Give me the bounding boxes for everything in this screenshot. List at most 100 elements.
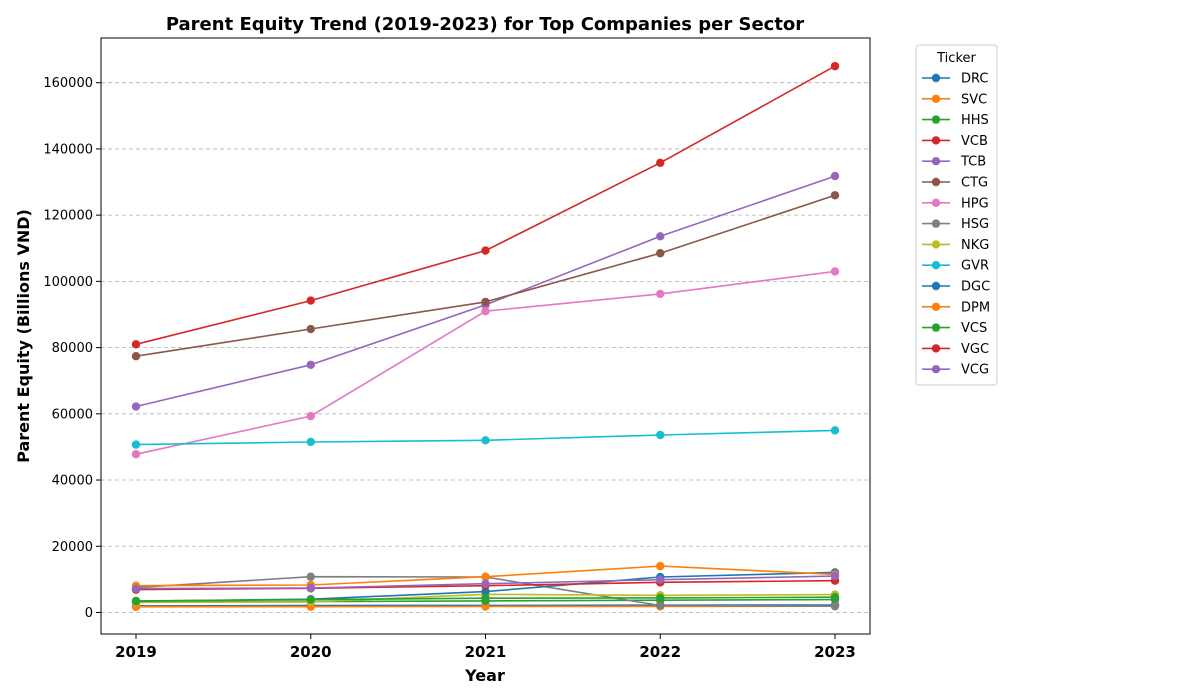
data-point-gvr bbox=[830, 426, 840, 435]
data-point-ctg bbox=[656, 249, 665, 258]
legend-marker-swatch bbox=[931, 365, 941, 374]
legend-label: VCB bbox=[961, 134, 988, 149]
data-point-vcg bbox=[656, 575, 665, 584]
x-axis-label: Year bbox=[464, 666, 505, 685]
data-point-dpm bbox=[656, 561, 665, 571]
legend-label: DPM bbox=[961, 300, 990, 315]
data-point-vcg bbox=[830, 571, 840, 581]
y-tick-label: 0 bbox=[85, 606, 93, 621]
legend-label: DGC bbox=[961, 280, 990, 295]
legend-item-drc: DRC bbox=[922, 72, 988, 87]
legend-marker-swatch bbox=[931, 157, 941, 166]
data-point-vcg bbox=[306, 583, 315, 593]
legend-item-nkg: NKG bbox=[922, 238, 989, 253]
data-point-vcb bbox=[656, 158, 665, 168]
x-tick-label: 2020 bbox=[290, 643, 332, 661]
legend-label: TCB bbox=[960, 155, 986, 170]
data-point-vcb bbox=[481, 246, 490, 255]
data-point-hpg bbox=[306, 411, 315, 421]
legend: Ticker DRC SVC HHS VCB TCB CTG HPG HSG NKG GVR DGC… bbox=[915, 44, 998, 386]
x-tick-label: 2023 bbox=[814, 643, 856, 661]
legend-label: VCG bbox=[961, 363, 989, 378]
y-tick-label: 60000 bbox=[52, 407, 93, 422]
data-point-ctg bbox=[306, 324, 315, 334]
series-gvr bbox=[131, 426, 840, 449]
legend-marker-swatch bbox=[931, 344, 941, 353]
data-point-gvr bbox=[481, 436, 490, 445]
y-axis-label: Parent Equity (Billions VND) bbox=[14, 209, 33, 463]
legend-marker-swatch bbox=[931, 323, 941, 332]
x-tick-label: 2019 bbox=[115, 643, 157, 661]
legend-marker-swatch bbox=[931, 281, 941, 291]
data-point-ctg bbox=[830, 191, 840, 200]
legend-marker-swatch bbox=[931, 240, 941, 249]
legend-item-tcb: TCB bbox=[922, 155, 986, 170]
series-tcb bbox=[131, 171, 840, 411]
legend-marker-swatch bbox=[931, 94, 941, 104]
data-point-gvr bbox=[306, 437, 315, 447]
legend-label: SVC bbox=[961, 92, 987, 107]
legend-marker-swatch bbox=[931, 73, 941, 83]
data-point-vcb bbox=[306, 296, 315, 305]
legend-label: GVR bbox=[961, 259, 989, 274]
data-point-gvr bbox=[656, 430, 665, 440]
legend-marker-swatch bbox=[931, 115, 941, 124]
data-point-hpg bbox=[131, 450, 141, 459]
legend-item-gvr: GVR bbox=[922, 259, 989, 274]
legend-item-vcg: VCG bbox=[922, 363, 989, 378]
legend-label: VGC bbox=[961, 342, 989, 357]
data-point-ctg bbox=[131, 351, 141, 361]
series-line-tcb bbox=[135, 175, 836, 408]
legend-item-dpm: DPM bbox=[922, 300, 990, 315]
legend-label: VCS bbox=[961, 321, 987, 336]
data-point-dpm bbox=[481, 572, 490, 581]
legend-label: DRC bbox=[961, 72, 988, 87]
legend-item-hhs: HHS bbox=[922, 113, 989, 128]
data-point-vcg bbox=[481, 579, 490, 588]
legend-label: NKG bbox=[961, 238, 989, 253]
data-point-vcg bbox=[131, 584, 141, 593]
data-point-tcb bbox=[656, 232, 665, 241]
y-tick-label: 40000 bbox=[52, 474, 93, 489]
legend-marker-swatch bbox=[931, 261, 941, 270]
legend-title: Ticker bbox=[936, 51, 976, 66]
data-point-tcb bbox=[830, 171, 840, 181]
data-point-hpg bbox=[656, 289, 665, 299]
data-point-hsg bbox=[656, 601, 665, 610]
series-hpg bbox=[131, 267, 840, 459]
series-vcg bbox=[131, 571, 840, 593]
x-tick-label: 2021 bbox=[465, 643, 507, 661]
legend-label: HPG bbox=[961, 196, 989, 211]
legend-item-vcb: VCB bbox=[922, 134, 988, 149]
data-point-gvr bbox=[131, 440, 141, 449]
legend-item-dgc: DGC bbox=[922, 280, 990, 295]
data-point-hsg bbox=[306, 572, 315, 581]
legend-marker-swatch bbox=[931, 198, 941, 207]
legend-item-hsg: HSG bbox=[922, 217, 989, 232]
series-line-ctg bbox=[135, 194, 836, 357]
series-vcs bbox=[131, 593, 840, 606]
series-layer bbox=[131, 61, 840, 612]
y-tick-label: 160000 bbox=[43, 76, 93, 91]
legend-label: HSG bbox=[961, 217, 989, 232]
data-point-vcs bbox=[481, 594, 490, 603]
y-tick-label: 140000 bbox=[43, 142, 93, 157]
data-point-vcs bbox=[656, 593, 665, 603]
data-point-vcs bbox=[306, 595, 315, 604]
legend-marker-swatch bbox=[931, 136, 941, 145]
legend-item-svc: SVC bbox=[922, 92, 987, 107]
x-tick-label: 2022 bbox=[639, 643, 681, 661]
data-point-hpg bbox=[481, 306, 490, 316]
axes: 0 20000 40000 60000 80000 100000 120000 140000 1… bbox=[43, 76, 856, 661]
y-tick-label: 100000 bbox=[43, 275, 93, 290]
data-point-vcs bbox=[830, 593, 840, 602]
data-point-tcb bbox=[306, 360, 315, 370]
legend-label: HHS bbox=[961, 113, 989, 128]
data-point-tcb bbox=[131, 402, 141, 411]
legend-item-vgc: VGC bbox=[922, 342, 989, 357]
y-tick-label: 80000 bbox=[52, 341, 93, 356]
legend-item-hpg: HPG bbox=[922, 196, 989, 211]
legend-marker-swatch bbox=[931, 219, 941, 228]
